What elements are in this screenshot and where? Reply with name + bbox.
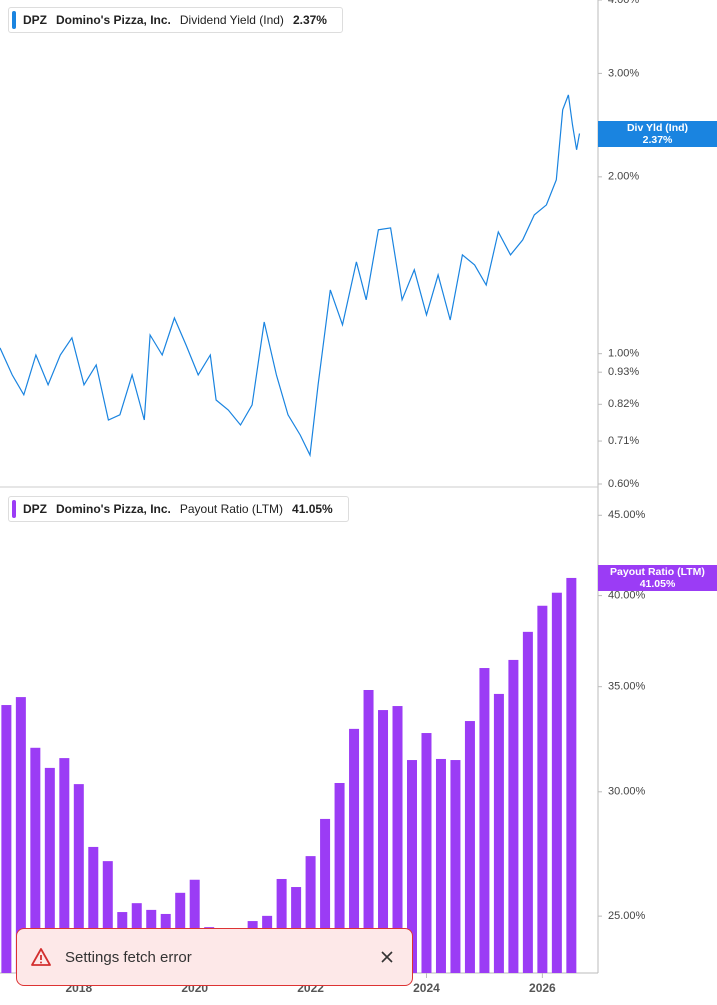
bar [464, 721, 475, 973]
ticker: DPZ [23, 502, 47, 516]
tag-label: Div Yld (Ind) [626, 121, 689, 134]
y-tick-label: 45.00% [608, 509, 646, 521]
tag-value: 2.37% [642, 133, 673, 146]
bar [450, 760, 461, 973]
bar [392, 706, 403, 973]
bar [320, 818, 331, 973]
bar [305, 856, 316, 973]
bar [421, 733, 432, 973]
x-tick-label: 2024 [413, 981, 440, 995]
line-series [0, 94, 581, 458]
current-value: 2.37% [292, 13, 327, 27]
bar [508, 659, 519, 973]
legend-swatch [12, 11, 16, 29]
error-toast: Settings fetch error [16, 928, 413, 986]
y-tick-label: 1.00% [608, 348, 639, 360]
legend: DPZ Domino's Pizza, Inc. Payout Ratio (L… [8, 496, 349, 522]
current-value: 41.05% [292, 502, 333, 516]
y-tick-label: 35.00% [608, 681, 646, 693]
bar [88, 846, 99, 973]
company: Domino's Pizza, Inc. [56, 13, 171, 27]
value-tag: Payout Ratio (LTM) 41.05% [598, 564, 717, 591]
bar [363, 689, 374, 973]
bar [479, 668, 490, 973]
bar [537, 605, 548, 973]
metric: Payout Ratio (LTM) [179, 502, 284, 516]
bar [349, 728, 360, 973]
x-tick-label: 2026 [529, 981, 556, 995]
bar [44, 767, 55, 973]
bar [73, 784, 84, 973]
ticker: DPZ [23, 13, 47, 27]
bar [1, 705, 12, 973]
bar [189, 879, 200, 973]
bar [406, 760, 417, 973]
bar [522, 631, 533, 973]
legend-swatch [12, 500, 16, 518]
y-tick-label: 2.00% [608, 171, 639, 183]
toast-message: Settings fetch error [65, 948, 192, 966]
bar [435, 758, 446, 973]
company: Domino's Pizza, Inc. [56, 502, 171, 516]
bar [276, 878, 287, 973]
y-tick-label: 0.60% [608, 478, 639, 490]
legend: DPZ Domino's Pizza, Inc. Dividend Yield … [8, 7, 343, 33]
bar [102, 861, 113, 973]
bar [15, 697, 26, 973]
bar [30, 747, 41, 973]
bar [378, 710, 389, 973]
y-tick-label: 4.00% [608, 0, 639, 6]
tag-value: 41.05% [639, 577, 676, 590]
y-tick-label: 40.00% [608, 590, 646, 602]
tag-label: Payout Ratio (LTM) [610, 565, 705, 578]
metric: Dividend Yield (Ind) [179, 13, 284, 27]
y-tick-label: 30.00% [608, 786, 646, 798]
y-tick-label: 3.00% [608, 67, 639, 79]
close-button[interactable] [380, 950, 394, 964]
bar [493, 693, 504, 973]
y-tick-label: 0.71% [608, 435, 639, 447]
y-tick-label: 0.82% [608, 398, 639, 410]
bar [566, 577, 577, 973]
warning-icon [31, 948, 51, 966]
bar [551, 592, 562, 973]
y-tick-label: 0.93% [608, 366, 639, 378]
y-tick-label: 25.00% [608, 910, 646, 922]
bar [59, 758, 70, 973]
bar [334, 782, 345, 973]
value-tag: Div Yld (Ind) 2.37% [598, 120, 717, 147]
